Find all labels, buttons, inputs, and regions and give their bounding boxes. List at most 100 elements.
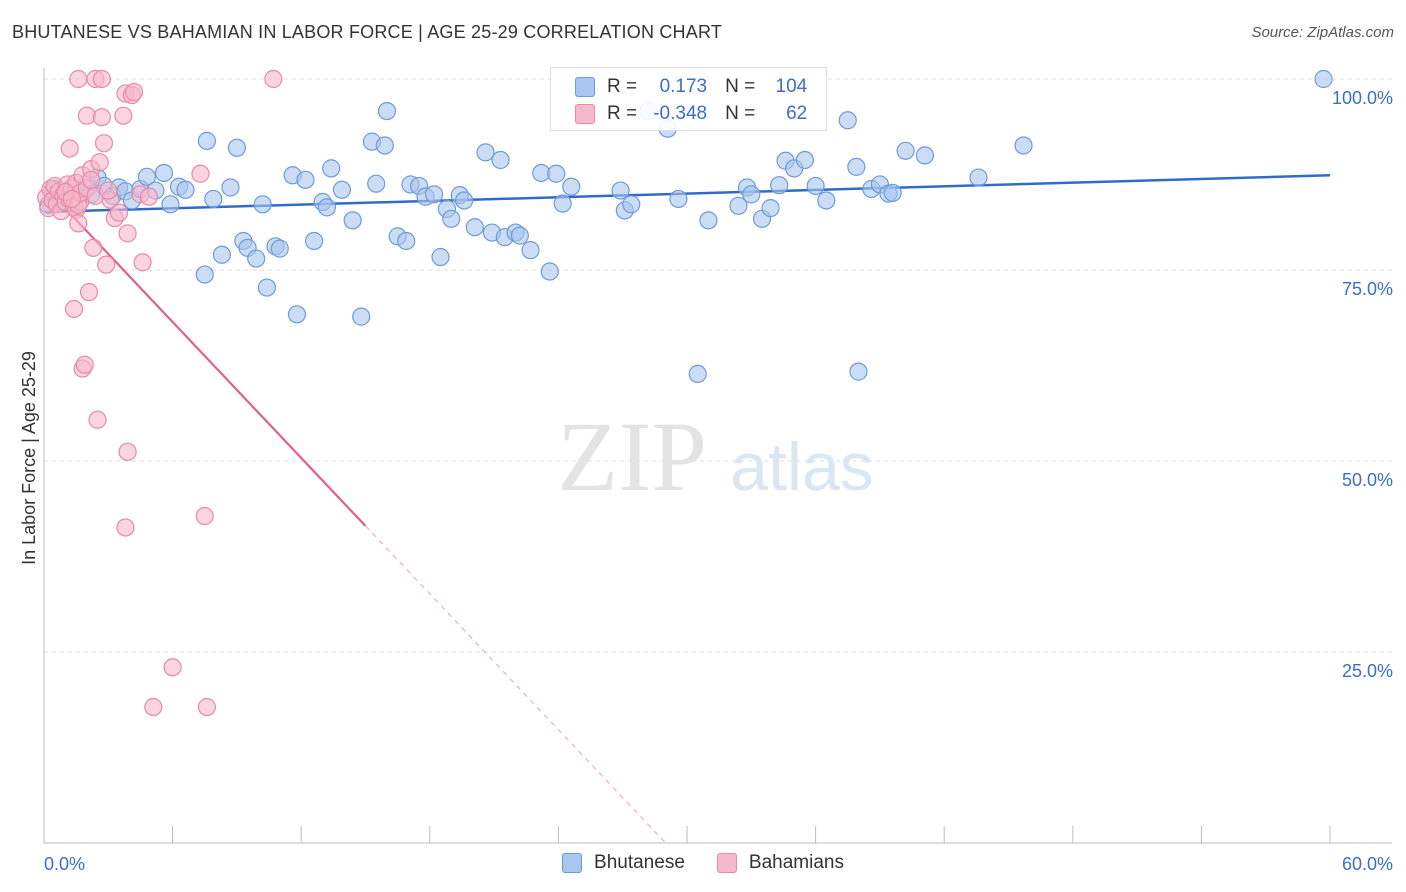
watermark-atlas: atlas [730,429,874,505]
bhutanese-point [688,364,707,384]
bhutanese-point [510,226,529,245]
bhutanese-point [204,189,223,209]
bhutanese-point [212,245,231,264]
bahamian-point [60,139,79,158]
bhutanese-point [352,307,371,326]
legend-swatch-bhutanese [562,853,583,873]
bhutanese-point [442,209,461,228]
bhutanese-point [896,141,915,160]
bhutanese-point [465,218,484,237]
trend-line-bahamians-extension [365,525,666,844]
bahamian-point [139,187,159,206]
bahamian-point [118,442,137,461]
bhutanese-point [547,164,566,183]
y-tick-label: 100.0% [1332,88,1393,108]
bhutanese-point [247,249,266,268]
legend-row-bhutanese: R = 0.173 N = 104 [575,75,807,99]
bhutanese-point [761,199,780,218]
bhutanese-point [343,211,362,230]
bhutanese-point [397,231,416,251]
bhutanese-point [795,150,814,170]
bhutanese-point [669,189,688,209]
legend-swatch-blue [575,77,595,97]
legend-r-value: 0.173 [659,76,708,97]
tick-labels: 25.0% 50.0% 75.0% 100.0% 0.0% 60.0% [44,88,1393,874]
y-tick-label: 75.0% [1342,279,1393,299]
bahamian-point [133,253,152,272]
bhutanese-point [817,191,836,210]
bahamian-point [62,189,81,209]
legend-n-value: 62 [786,103,808,124]
bahamian-point [84,238,103,257]
bhutanese-point [257,278,277,297]
watermark-zip: ZIP [557,401,707,512]
bahamian-point [118,224,137,243]
bhutanese-point [367,174,386,193]
bahamian-point [114,106,133,125]
bhutanese-point [770,176,789,195]
bahamian-point [97,255,116,274]
bhutanese-point [296,170,315,189]
y-axis-label: In Labor Force | Age 25-29 [19,351,39,565]
legend-r-label: R = [607,103,638,124]
bhutanese-point [221,178,240,197]
bhutanese-point [849,362,868,381]
bhutanese-point [611,181,630,200]
bahamian-point [88,410,107,429]
bahamian-point [82,170,101,189]
bahamian-point [144,697,163,717]
bahamian-point [195,506,214,526]
data-points [37,69,1333,717]
bahamian-point [69,69,88,89]
legend-r-value: -0.348 [653,103,708,124]
bhutanese-point [838,111,857,130]
watermark: ZIP atlas [557,401,874,512]
legend-item-bhutanese: Bhutanese [562,852,685,874]
bahamian-point [64,299,84,319]
y-tick-label: 25.0% [1342,661,1393,681]
legend-swatch-bahamians [716,853,737,873]
bhutanese-point [176,180,195,199]
legend-swatch-pink [575,104,595,124]
legend-n-label: N = [725,76,756,97]
bhutanese-point [521,241,540,260]
legend-row-bahamians: R = -0.348 N = 62 [575,102,807,126]
y-tick-label: 50.0% [1342,470,1393,490]
chart-title: BHUTANESE VS BAHAMIAN IN LABOR FORCE | A… [12,22,723,42]
bahamian-point [94,134,114,153]
x-tick-label: 0.0% [44,854,85,874]
bahamian-point [92,69,111,89]
bhutanese-point [847,157,866,176]
legend-label-bahamians: Bahamians [748,852,844,873]
bhutanese-point [375,136,394,155]
bhutanese-point [562,177,581,196]
bhutanese-point [287,305,307,324]
bahamian-point [163,658,182,677]
bahamian-point [99,181,118,200]
bhutanese-point [491,150,510,170]
bhutanese-point [431,247,450,267]
bhutanese-point [553,194,572,213]
bahamian-point [191,164,210,183]
bhutanese-point [622,195,641,214]
bhutanese-point [915,146,935,165]
bhutanese-point [161,195,180,214]
bhutanese-point [322,159,341,178]
bhutanese-point [1314,69,1333,89]
bhutanese-point [137,167,156,186]
bhutanese-point [806,176,825,196]
legend-label-bhutanese: Bhutanese [594,852,685,873]
bhutanese-point [969,168,988,187]
bahamian-point [92,108,111,127]
legend-item-bahamians: Bahamians [716,852,844,874]
bhutanese-point [227,138,246,157]
bahamian-point [90,153,109,172]
bhutanese-point [197,131,216,150]
bhutanese-point [253,195,272,214]
bhutanese-point [154,163,174,183]
bahamian-point [116,518,135,537]
bhutanese-point [454,191,474,210]
x-tick-label: 60.0% [1342,854,1393,874]
bhutanese-point [883,183,902,202]
